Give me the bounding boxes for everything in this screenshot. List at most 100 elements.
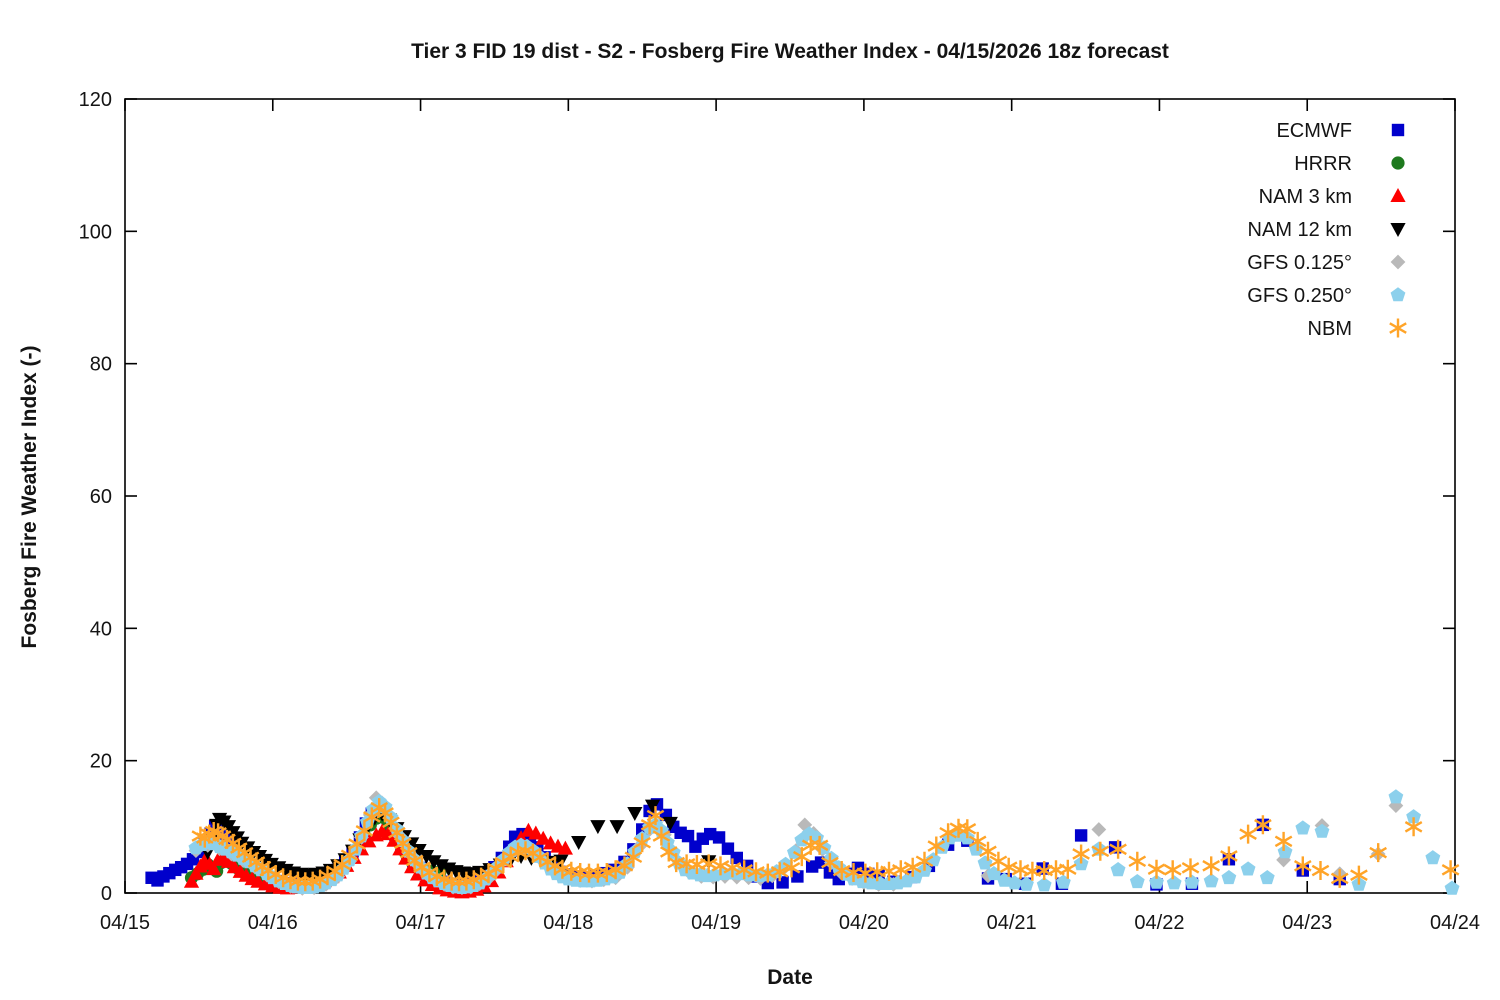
marker-triangle-up — [528, 825, 544, 840]
marker-square — [681, 829, 695, 843]
legend-item-ecmwf: ECMWF — [1276, 120, 1405, 142]
marker-triangle-down — [426, 855, 442, 870]
marker-pentagon — [1007, 875, 1022, 890]
marker-pentagon — [1184, 874, 1200, 889]
series-nbm — [191, 798, 1460, 892]
x-tick-label: 04/23 — [1282, 912, 1332, 934]
marker-pentagon — [1221, 870, 1237, 885]
marker-triangle-down — [609, 820, 625, 835]
y-tick-label: 0 — [101, 883, 112, 905]
y-tick-label: 60 — [90, 486, 112, 508]
marker-diamond — [1091, 822, 1107, 837]
marker-asterisk — [711, 856, 730, 876]
marker-asterisk — [927, 836, 946, 856]
marker-asterisk — [735, 860, 754, 880]
x-tick-label: 04/18 — [543, 912, 593, 934]
marker-triangle-down — [644, 799, 661, 814]
y-axis-label: Fosberg Fire Weather Index (-) — [18, 346, 41, 649]
legend-label: HRRR — [1294, 153, 1352, 175]
marker-asterisk — [832, 861, 851, 880]
legend-label: GFS 0.250° — [1247, 285, 1352, 307]
marker-square — [730, 851, 743, 865]
marker-asterisk — [770, 862, 789, 882]
marker-square — [712, 831, 726, 844]
marker-triangle-up — [188, 865, 204, 880]
marker-asterisk — [1389, 318, 1407, 338]
marker-asterisk — [1254, 815, 1272, 835]
marker-pentagon — [1110, 862, 1126, 877]
marker-asterisk — [633, 833, 652, 853]
x-tick-label: 04/20 — [839, 912, 889, 934]
marker-diamond — [1276, 852, 1291, 868]
marker-pentagon — [1240, 861, 1256, 876]
marker-triangle-down — [662, 816, 678, 831]
legend-label: GFS 0.125° — [1247, 252, 1352, 274]
marker-pentagon — [1259, 870, 1275, 885]
marker-triangle-up — [361, 833, 377, 848]
marker-triangle-up — [535, 830, 551, 845]
marker-pentagon — [1444, 880, 1460, 895]
marker-pentagon — [1388, 789, 1404, 804]
marker-pentagon — [1314, 823, 1330, 838]
marker-asterisk — [1311, 861, 1330, 880]
marker-triangle-down — [418, 849, 435, 864]
marker-asterisk — [646, 806, 665, 826]
marker-asterisk — [1274, 831, 1293, 851]
marker-asterisk — [1072, 844, 1090, 864]
marker-asterisk — [1058, 859, 1077, 879]
x-tick-label: 04/19 — [691, 912, 741, 934]
marker-square — [1074, 829, 1088, 842]
legend-item-gfs-0-125-: GFS 0.125° — [1247, 252, 1406, 274]
y-tick-label: 20 — [90, 751, 112, 773]
marker-asterisk — [1128, 851, 1147, 871]
marker-asterisk — [355, 821, 374, 841]
marker-asterisk — [1091, 841, 1110, 861]
marker-asterisk — [1350, 865, 1368, 885]
chart-title: Tier 3 FID 19 dist - S2 - Fosberg Fire W… — [411, 40, 1169, 63]
y-tick-label: 120 — [79, 89, 112, 111]
marker-pentagon — [1036, 877, 1052, 892]
marker-pentagon — [1277, 844, 1293, 859]
marker-triangle-down — [571, 836, 587, 851]
marker-asterisk — [892, 860, 910, 880]
marker-asterisk — [326, 861, 344, 881]
marker-circle — [1391, 156, 1405, 170]
marker-asterisk — [699, 854, 718, 874]
marker-pentagon — [1019, 876, 1034, 891]
marker-asterisk — [494, 853, 513, 873]
marker-asterisk — [1109, 839, 1127, 859]
marker-triangle-up — [557, 840, 573, 855]
axes: 0 20 40 60 80 100 120 04/15 04/16 04/17 04/18 04/19… — [79, 89, 1480, 934]
marker-asterisk — [792, 847, 811, 867]
marker-asterisk — [968, 831, 987, 851]
marker-asterisk — [1163, 860, 1182, 880]
marker-asterisk — [915, 851, 934, 871]
marker-asterisk — [1202, 856, 1220, 876]
marker-pentagon — [1425, 850, 1441, 865]
marker-pentagon — [1166, 875, 1182, 890]
marker-triangle-down — [1390, 223, 1406, 237]
x-tick-label: 04/15 — [100, 912, 150, 934]
marker-pentagon — [1406, 809, 1421, 824]
marker-triangle-up — [1390, 188, 1406, 202]
marker-asterisk — [1404, 817, 1423, 837]
x-tick-label: 04/16 — [248, 912, 298, 934]
marker-asterisk — [1441, 860, 1460, 880]
x-axis-label: Date — [767, 966, 813, 989]
marker-asterisk — [624, 847, 643, 867]
marker-asterisk — [652, 826, 671, 846]
marker-square — [1391, 123, 1405, 137]
y-tick-label: 40 — [90, 618, 112, 640]
marker-triangle-up — [206, 861, 222, 876]
legend-item-nam-12-km: NAM 12 km — [1248, 219, 1406, 241]
marker-pentagon — [1203, 873, 1219, 888]
marker-pentagon — [1129, 874, 1145, 889]
legend-label: NBM — [1308, 318, 1352, 340]
legend-item-nam-3-km: NAM 3 km — [1259, 186, 1406, 208]
marker-asterisk — [1330, 868, 1349, 888]
marker-pentagon — [1149, 874, 1164, 889]
data-points — [145, 789, 1460, 899]
marker-asterisk — [723, 858, 742, 878]
